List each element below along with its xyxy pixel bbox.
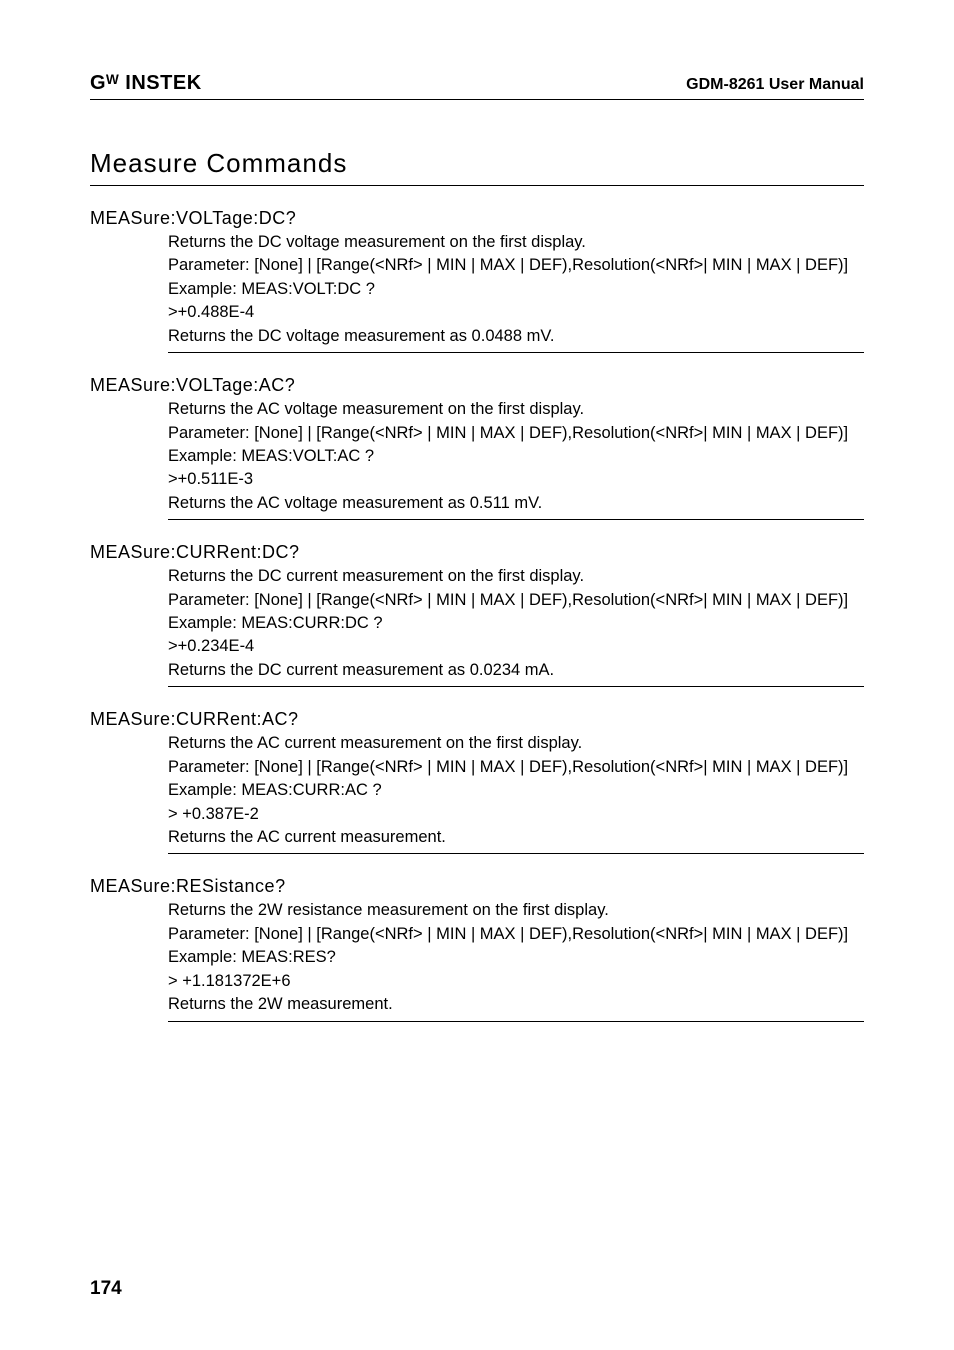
command-line: Returns the AC current measurement. [168,826,864,849]
command-body: Returns the AC current measurement on th… [168,732,864,849]
section-rule [90,185,864,186]
command-line: >+0.511E-3 [168,468,864,491]
command-block: MEASure:CURRent:DC? Returns the DC curre… [90,542,864,687]
command-line: Parameter: [None] | [Range(<NRf> | MIN |… [168,589,864,612]
command-name: MEASure:CURRent:DC? [90,542,864,563]
command-line: >+0.234E-4 [168,635,864,658]
command-line: Example: MEAS:RES? [168,946,864,969]
command-block: MEASure:VOLTage:AC? Returns the AC volta… [90,375,864,520]
command-line: Returns the AC voltage measurement on th… [168,398,864,421]
command-line: Parameter: [None] | [Range(<NRf> | MIN |… [168,422,864,445]
command-line: Returns the DC voltage measurement as 0.… [168,325,864,348]
command-rule [168,1021,864,1022]
command-line: Returns the 2W resistance measurement on… [168,899,864,922]
command-line: Returns the AC voltage measurement as 0.… [168,492,864,515]
command-name: MEASure:VOLTage:DC? [90,208,864,229]
command-line: Returns the DC voltage measurement on th… [168,231,864,254]
command-line: >+0.488E-4 [168,301,864,324]
command-body: Returns the DC current measurement on th… [168,565,864,682]
command-line: Example: MEAS:CURR:DC ? [168,612,864,635]
command-line: Example: MEAS:VOLT:DC ? [168,278,864,301]
command-line: > +0.387E-2 [168,803,864,826]
command-line: Parameter: [None] | [Range(<NRf> | MIN |… [168,923,864,946]
command-line: Returns the DC current measurement as 0.… [168,659,864,682]
command-rule [168,352,864,353]
command-body: Returns the DC voltage measurement on th… [168,231,864,348]
command-line: Parameter: [None] | [Range(<NRf> | MIN |… [168,756,864,779]
section-title: Measure Commands [90,148,864,179]
page-number: 174 [90,1278,122,1300]
command-name: MEASure:CURRent:AC? [90,709,864,730]
page-container: Gᵂ INSTEK GDM-8261 User Manual Measure C… [0,0,954,1350]
command-block: MEASure:VOLTage:DC? Returns the DC volta… [90,208,864,353]
command-line: Returns the 2W measurement. [168,993,864,1016]
command-name: MEASure:RESistance? [90,876,864,897]
command-line: Parameter: [None] | [Range(<NRf> | MIN |… [168,254,864,277]
command-rule [168,686,864,687]
command-block: MEASure:RESistance? Returns the 2W resis… [90,876,864,1021]
manual-title: GDM-8261 User Manual [686,76,864,94]
command-line: Example: MEAS:CURR:AC ? [168,779,864,802]
command-line: Example: MEAS:VOLT:AC ? [168,445,864,468]
page-header: Gᵂ INSTEK GDM-8261 User Manual [90,72,864,100]
command-rule [168,519,864,520]
command-rule [168,853,864,854]
command-body: Returns the 2W resistance measurement on… [168,899,864,1016]
command-block: MEASure:CURRent:AC? Returns the AC curre… [90,709,864,854]
command-line: Returns the AC current measurement on th… [168,732,864,755]
command-line: Returns the DC current measurement on th… [168,565,864,588]
command-line: > +1.181372E+6 [168,970,864,993]
command-body: Returns the AC voltage measurement on th… [168,398,864,515]
brand-logo: Gᵂ INSTEK [90,72,202,95]
command-name: MEASure:VOLTage:AC? [90,375,864,396]
